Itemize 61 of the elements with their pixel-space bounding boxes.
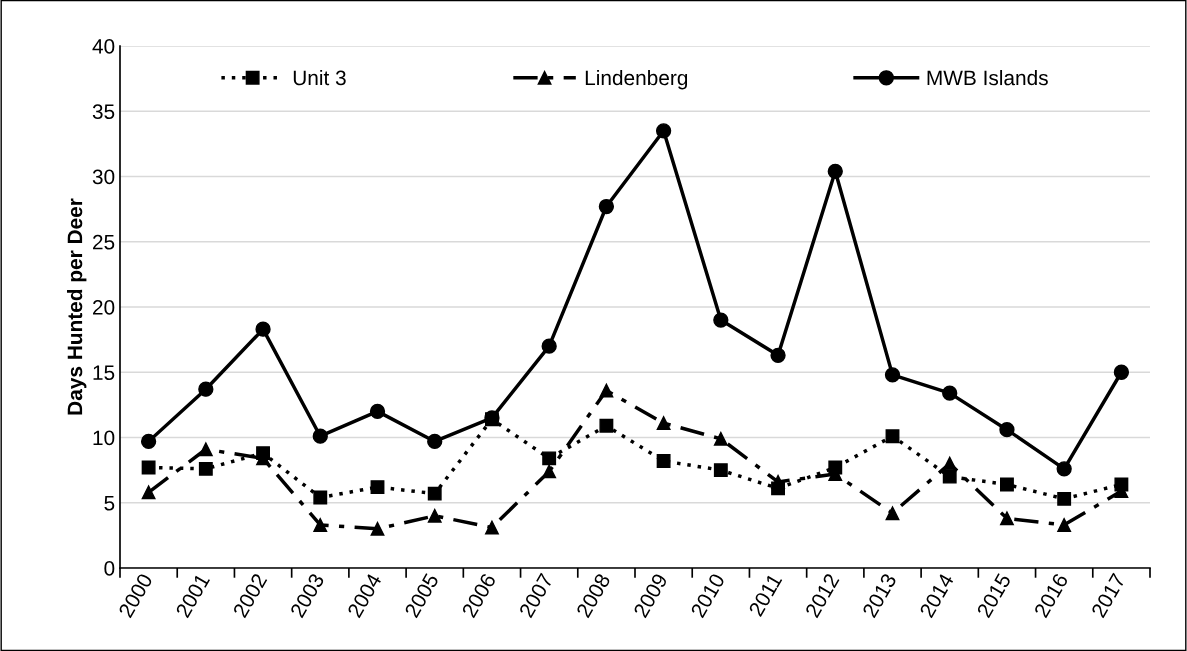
point [313,517,328,532]
point [656,454,671,468]
y-tick-label: 20 [93,300,115,315]
y-tick-label: 5 [104,495,115,511]
point [140,433,157,450]
point [198,461,213,476]
point [427,433,443,450]
point [942,385,958,401]
legend-label: Unit 3 [293,69,346,86]
point [656,416,671,431]
point [427,508,442,523]
point [599,418,614,433]
point [1113,364,1130,380]
point [484,520,499,535]
point [598,198,615,215]
y-tick-label: 10 [93,430,115,446]
point [541,338,557,354]
y-axis-title: Days Hunted per Deer [66,198,87,415]
y-tick-label: 15 [93,365,115,380]
y-tick-label: 0 [104,561,115,576]
point [942,469,957,484]
point [827,163,843,179]
point [885,429,900,444]
y-tick-label: 35 [92,104,115,119]
point [313,490,328,505]
point [1114,477,1129,492]
point [713,431,728,446]
point [1056,461,1072,477]
point [770,347,786,363]
point [369,403,386,420]
point [713,463,728,478]
point [141,460,156,475]
point [999,511,1014,526]
point [999,422,1015,438]
point [370,480,385,495]
point [884,367,901,383]
y-tick-label: 30 [92,169,115,185]
point [256,446,271,461]
y-tick-label: 40 [92,39,115,54]
point [542,451,557,466]
point [771,481,786,496]
point [141,485,156,500]
point [713,312,729,328]
point [1057,491,1072,506]
point [828,460,843,475]
point [655,123,672,139]
point [255,321,271,337]
y-tick-label: 25 [93,234,115,250]
point [542,464,557,479]
point [885,506,900,521]
point [427,486,442,501]
point [312,428,328,444]
point [599,383,614,398]
point [999,477,1014,492]
point [370,521,385,536]
legend-label: Lindenberg [585,69,688,90]
point [198,442,213,457]
point [942,456,957,471]
point [198,381,214,397]
point [1057,517,1072,532]
legend-label: MWB Islands [927,69,1048,86]
